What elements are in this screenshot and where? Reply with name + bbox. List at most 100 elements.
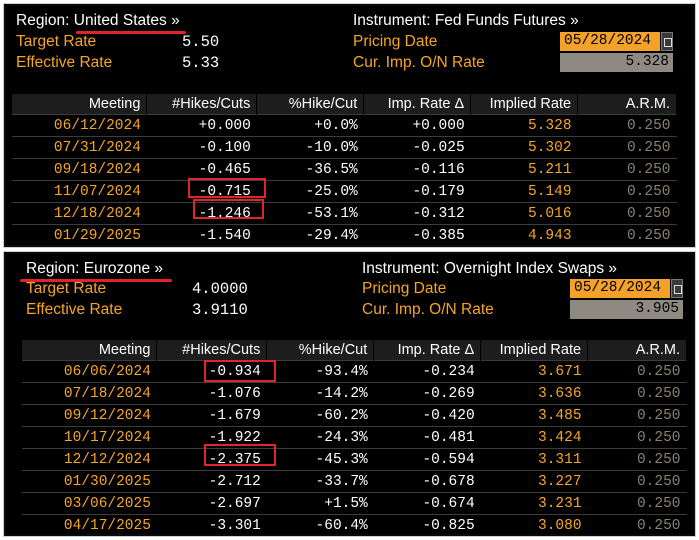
- implied-rate: 3.080: [480, 514, 588, 536]
- table-row[interactable]: 07/18/2024 -1.076 -14.2% -0.269 3.636 0.…: [22, 382, 687, 405]
- hikes-cuts: -1.540: [146, 224, 257, 246]
- arm: 0.250: [587, 470, 687, 493]
- table-row[interactable]: 03/06/2025 -2.697 +1.5% -0.674 3.231 0.2…: [22, 492, 687, 515]
- region-value[interactable]: Eurozone: [83, 260, 151, 277]
- table-row[interactable]: 04/17/2025 -3.301 -60.4% -0.825 3.080 0.…: [22, 514, 687, 536]
- imp-rate-delta: -0.420: [373, 404, 481, 427]
- arm: 0.250: [587, 426, 687, 449]
- implied-rate: 5.302: [470, 136, 578, 159]
- table-row[interactable]: 01/30/2025 -2.712 -33.7% -0.678 3.227 0.…: [22, 470, 687, 493]
- arm: 0.250: [587, 492, 687, 515]
- calendar-icon[interactable]: [661, 32, 673, 51]
- col-header-implied-rate[interactable]: Implied Rate: [480, 340, 589, 361]
- col-header-arm[interactable]: A.R.M.: [587, 340, 687, 361]
- meeting-date: 06/06/2024: [22, 360, 157, 383]
- chevron-right-icon: »: [608, 260, 618, 277]
- col-header-imp-rate-delta[interactable]: Imp. Rate Δ: [373, 340, 482, 361]
- meeting-date: 04/17/2025: [22, 514, 157, 536]
- implied-rate: 3.636: [480, 382, 588, 405]
- col-header-meeting[interactable]: Meeting: [12, 94, 148, 115]
- meeting-date: 12/18/2024: [12, 202, 147, 225]
- cur-imp-rate-value: 3.905: [570, 300, 683, 319]
- table-row[interactable]: 11/07/2024 -0.715 -25.0% -0.179 5.149 0.…: [12, 180, 677, 203]
- col-header-imp-rate-delta[interactable]: Imp. Rate Δ: [363, 94, 472, 115]
- col-header-pct-hike-cut[interactable]: %Hike/Cut: [266, 340, 375, 361]
- arm: 0.250: [587, 360, 687, 383]
- arm: 0.250: [587, 514, 687, 536]
- table-row[interactable]: 01/29/2025 -1.540 -29.4% -0.385 4.943 0.…: [12, 224, 677, 246]
- arm: 0.250: [577, 202, 677, 225]
- meeting-date: 03/06/2025: [22, 492, 157, 515]
- imp-rate-delta: -0.179: [363, 180, 471, 203]
- pricing-date-input[interactable]: 05/28/2024: [560, 32, 660, 51]
- meeting-date: 12/12/2024: [22, 448, 157, 471]
- table-row[interactable]: 07/31/2024 -0.100 -10.0% -0.025 5.302 0.…: [12, 136, 677, 159]
- col-header-hikes-cuts[interactable]: #Hikes/Cuts: [146, 94, 258, 115]
- arm: 0.250: [577, 224, 677, 246]
- table-row[interactable]: 09/12/2024 -1.679 -60.2% -0.420 3.485 0.…: [22, 404, 687, 427]
- imp-rate-delta: -0.312: [363, 202, 471, 225]
- pricing-date-label: Pricing Date: [362, 280, 447, 297]
- effective-rate-value: 5.33: [182, 54, 220, 72]
- cur-imp-rate-value: 5.328: [560, 53, 673, 72]
- pct-hike-cut: +0.0%: [256, 114, 364, 137]
- meeting-date: 01/29/2025: [12, 224, 147, 246]
- col-header-arm[interactable]: A.R.M.: [577, 94, 677, 115]
- pct-hike-cut: -33.7%: [266, 470, 374, 493]
- implied-rate: 5.211: [470, 158, 578, 181]
- effective-rate-label: Effective Rate: [16, 54, 113, 71]
- imp-rate-delta: -0.385: [363, 224, 471, 246]
- effective-rate-value: 3.9110: [192, 301, 248, 319]
- region-selector[interactable]: Region: United States »: [16, 12, 180, 30]
- table-row[interactable]: 10/17/2024 -1.922 -24.3% -0.481 3.424 0.…: [22, 426, 687, 449]
- table-row[interactable]: 12/12/2024 -2.375 -45.3% -0.594 3.311 0.…: [22, 448, 687, 471]
- meetings-table: Meeting #Hikes/Cuts %Hike/Cut Imp. Rate …: [12, 94, 677, 246]
- imp-rate-delta: -0.594: [373, 448, 481, 471]
- instrument-value[interactable]: Overnight Index Swaps: [443, 260, 605, 277]
- table-row[interactable]: 06/12/2024 +0.000 +0.0% +0.000 5.328 0.2…: [12, 114, 677, 137]
- arm: 0.250: [577, 180, 677, 203]
- hikes-cuts: -1.679: [156, 404, 267, 427]
- col-header-meeting[interactable]: Meeting: [22, 340, 158, 361]
- highlight-box: [193, 199, 264, 219]
- meeting-date: 11/07/2024: [12, 180, 147, 203]
- col-header-implied-rate[interactable]: Implied Rate: [470, 94, 579, 115]
- table-row[interactable]: 06/06/2024 -0.934 -93.4% -0.234 3.671 0.…: [22, 360, 687, 383]
- meeting-date: 01/30/2025: [22, 470, 157, 493]
- chevron-right-icon: »: [171, 12, 180, 29]
- table-header-row: Meeting #Hikes/Cuts %Hike/Cut Imp. Rate …: [22, 340, 687, 361]
- region-selector[interactable]: Region: Eurozone »: [26, 260, 163, 278]
- meeting-date: 09/18/2024: [12, 158, 147, 181]
- implied-rate: 3.231: [480, 492, 588, 515]
- pct-hike-cut: -25.0%: [256, 180, 364, 203]
- col-header-hikes-cuts[interactable]: #Hikes/Cuts: [156, 340, 268, 361]
- chevron-right-icon: »: [570, 12, 579, 29]
- imp-rate-delta: -0.481: [373, 426, 481, 449]
- annotation-underline: [20, 279, 172, 282]
- col-header-pct-hike-cut[interactable]: %Hike/Cut: [256, 94, 365, 115]
- imp-rate-delta: -0.269: [373, 382, 481, 405]
- instrument-selector[interactable]: Instrument: Overnight Index Swaps »: [362, 260, 617, 278]
- hikes-cuts: -1.922: [156, 426, 267, 449]
- hikes-cuts: -0.465: [146, 158, 257, 181]
- imp-rate-delta: +0.000: [363, 114, 471, 137]
- region-label: Region:: [26, 260, 80, 277]
- instrument-value[interactable]: Fed Funds Futures: [434, 12, 566, 29]
- hikes-cuts: -3.301: [156, 514, 267, 536]
- pricing-date-input[interactable]: 05/28/2024: [570, 279, 670, 298]
- table-row[interactable]: 09/18/2024 -0.465 -36.5% -0.116 5.211 0.…: [12, 158, 677, 181]
- implied-rate: 3.671: [480, 360, 588, 383]
- calendar-icon[interactable]: [671, 279, 683, 298]
- pct-hike-cut: -45.3%: [266, 448, 374, 471]
- region-value[interactable]: United States: [73, 12, 167, 29]
- pct-hike-cut: -29.4%: [256, 224, 364, 246]
- arm: 0.250: [577, 114, 677, 137]
- hikes-cuts: +0.000: [146, 114, 257, 137]
- instrument-selector[interactable]: Instrument: Fed Funds Futures »: [353, 12, 579, 30]
- pct-hike-cut: -10.0%: [256, 136, 364, 159]
- annotation-underline: [76, 31, 186, 34]
- imp-rate-delta: -0.674: [373, 492, 481, 515]
- table-row[interactable]: 12/18/2024 -1.246 -53.1% -0.312 5.016 0.…: [12, 202, 677, 225]
- chevron-right-icon: »: [154, 260, 164, 277]
- target-rate-value: 5.50: [182, 33, 220, 51]
